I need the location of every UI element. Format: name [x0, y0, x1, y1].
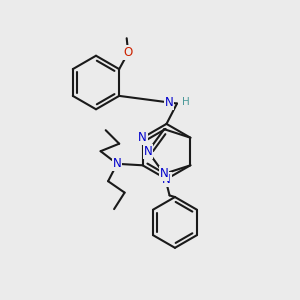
Text: H: H: [182, 97, 189, 107]
Text: methoxy: methoxy: [124, 32, 130, 33]
Text: N: N: [165, 96, 173, 109]
Text: O: O: [124, 46, 133, 59]
Text: N: N: [160, 167, 169, 180]
Text: N: N: [162, 172, 171, 186]
Text: N: N: [138, 131, 147, 144]
Text: N: N: [113, 157, 122, 170]
Text: N: N: [144, 145, 152, 158]
